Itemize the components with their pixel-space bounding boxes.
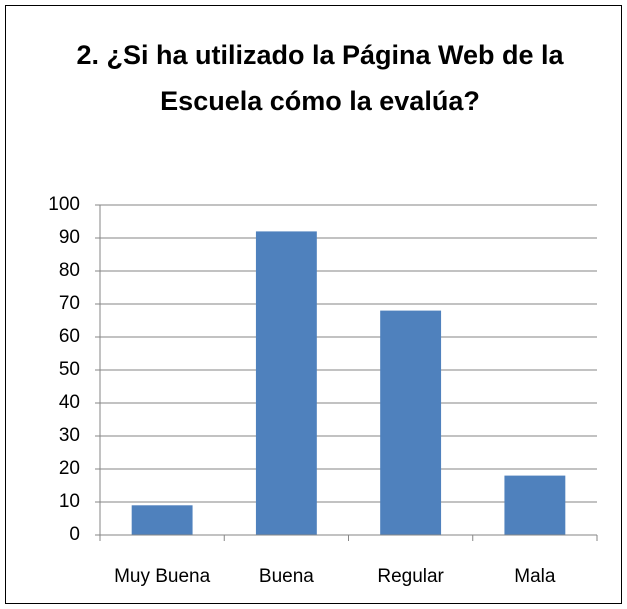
y-tick-label: 40 — [59, 392, 80, 413]
y-tick-label: 60 — [59, 326, 80, 347]
y-tick-label: 10 — [59, 491, 80, 512]
bar — [380, 310, 442, 535]
bar — [504, 475, 566, 535]
y-tick-label: 30 — [59, 425, 80, 446]
x-tick-label: Muy Buena — [114, 566, 211, 587]
y-tick-label: 80 — [59, 260, 80, 281]
bar — [255, 231, 317, 535]
x-tick-label: Buena — [259, 566, 314, 587]
chart-title: 2. ¿Si ha utilizado la Página Web de la … — [76, 40, 564, 116]
bar — [131, 505, 193, 535]
y-tick-label: 90 — [59, 227, 80, 248]
x-tick-label: Regular — [377, 566, 444, 587]
y-tick-label: 70 — [59, 293, 80, 314]
y-tick-label: 0 — [69, 524, 80, 545]
y-tick-label: 20 — [59, 458, 80, 479]
x-tick-label: Mala — [514, 566, 556, 587]
y-tick-label: 50 — [59, 359, 80, 380]
y-tick-label: 100 — [48, 194, 80, 215]
